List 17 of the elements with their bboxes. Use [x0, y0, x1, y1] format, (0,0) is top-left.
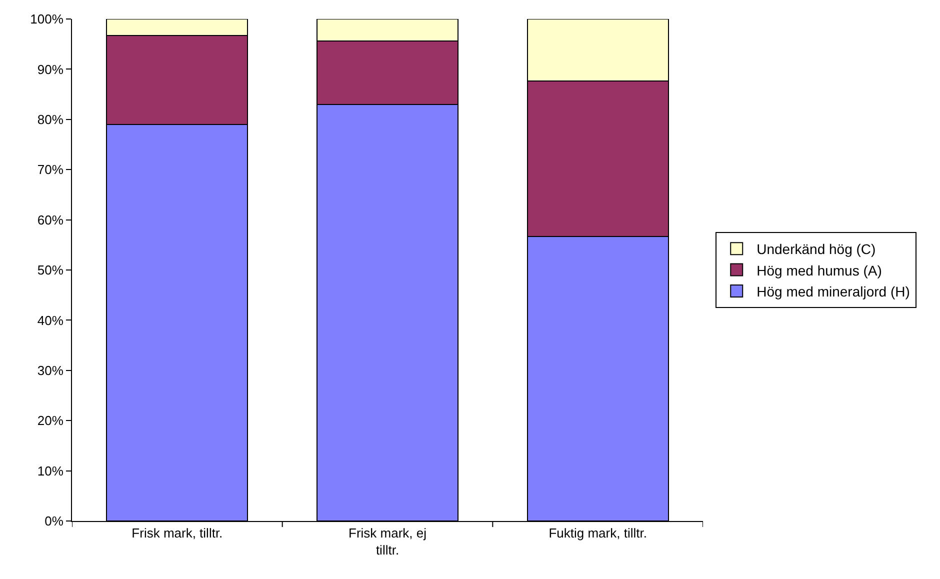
y-tick-label: 20%	[37, 413, 64, 428]
legend-label: Underkänd hög (C)	[756, 241, 876, 258]
y-tick-label: 90%	[37, 62, 64, 77]
y-tick-label: 10%	[37, 463, 64, 478]
legend-label: Hög med humus (A)	[756, 262, 882, 278]
x-tick-label: Frisk mark, ej tilltr.	[348, 526, 427, 558]
legend-label: Hög med mineraljord (H)	[756, 283, 910, 300]
y-tick-label: 50%	[37, 262, 64, 278]
y-tick-label: 40%	[37, 312, 64, 328]
y-tick-label: 80%	[37, 112, 64, 127]
x-tick-label: Fuktig mark, tilltr.	[548, 526, 647, 541]
y-tick-label: 100%	[30, 12, 64, 27]
x-tick-label: Frisk mark, tilltr.	[132, 526, 223, 541]
y-tick-label: 60%	[37, 212, 64, 228]
y-tick-label: 30%	[37, 362, 64, 378]
y-tick-label: 70%	[37, 162, 64, 178]
y-tick-label: 0%	[44, 514, 64, 529]
